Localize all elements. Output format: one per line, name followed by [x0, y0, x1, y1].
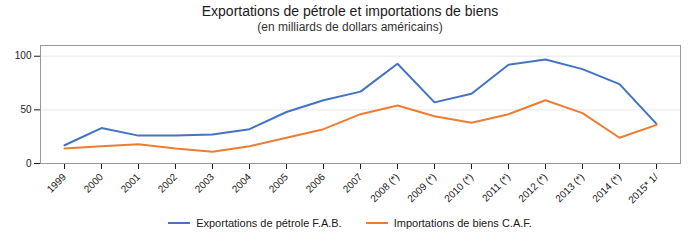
html-text:Exportations de pétrole et imp: Exportations de pétrole et importations …: [201, 3, 499, 19]
svg-text:50: 50: [20, 104, 32, 115]
svg-text:2015* 1/: 2015* 1/: [626, 171, 660, 205]
svg-text:2006: 2006: [304, 171, 328, 195]
svg-text:0: 0: [26, 158, 32, 169]
html-text:(en milliards de dollars améri: (en milliards de dollars américains): [257, 20, 443, 34]
svg-text:2003: 2003: [193, 171, 217, 195]
html-text:Exportations de pétrole F.A.B.: Exportations de pétrole F.A.B.: [196, 217, 342, 229]
svg-text:2002: 2002: [156, 171, 180, 195]
svg-text:100: 100: [15, 50, 32, 61]
svg-text:2012 (*): 2012 (*): [516, 171, 549, 204]
svg-text:2005: 2005: [267, 171, 291, 195]
svg-text:2013 (*): 2013 (*): [553, 171, 586, 204]
svg-text:2008 (*): 2008 (*): [368, 171, 401, 204]
svg-text:2009 (*): 2009 (*): [405, 171, 438, 204]
svg-text:2011 (*): 2011 (*): [480, 171, 512, 203]
html-text:Importations de biens C.A.F.: Importations de biens C.A.F.: [393, 217, 532, 229]
svg-text:2000: 2000: [82, 171, 106, 195]
svg-text:2007: 2007: [341, 171, 365, 195]
svg-text:2014 (*): 2014 (*): [590, 171, 623, 204]
svg-text:1999: 1999: [45, 171, 69, 195]
svg-text:2001: 2001: [119, 171, 143, 195]
svg-text:2010 (*): 2010 (*): [442, 171, 475, 204]
svg-text:2004: 2004: [230, 171, 254, 195]
